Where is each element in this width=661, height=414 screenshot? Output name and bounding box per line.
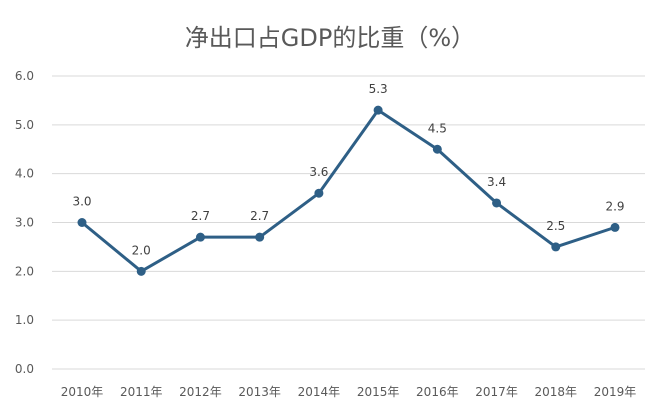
x-tick-label: 2014年 bbox=[298, 385, 341, 399]
data-point bbox=[314, 188, 324, 198]
y-tick-label: 3.0 bbox=[15, 216, 34, 230]
x-axis-ticks: 2010年 2011年 2012年 2013年 2014年 2015年 2016年 2017年… bbox=[61, 385, 637, 399]
y-tick-label: 5.0 bbox=[15, 118, 34, 132]
data-label: 2.7 bbox=[191, 209, 210, 223]
data-label: 5.3 bbox=[369, 82, 388, 96]
gridlines bbox=[52, 75, 645, 370]
data-label: 3.6 bbox=[309, 165, 328, 179]
data-point bbox=[551, 242, 561, 252]
data-point bbox=[610, 222, 620, 232]
x-tick-label: 2013年 bbox=[238, 385, 281, 399]
y-axis-ticks: 0.0 1.0 2.0 3.0 4.0 5.0 6.0 bbox=[15, 69, 34, 376]
data-point bbox=[432, 144, 442, 154]
series-layer bbox=[77, 105, 620, 276]
x-tick-label: 2016年 bbox=[416, 385, 459, 399]
series-line bbox=[80, 108, 617, 273]
data-label: 2.5 bbox=[546, 219, 565, 233]
data-point bbox=[373, 105, 383, 115]
data-label: 2.7 bbox=[250, 209, 269, 223]
data-label: 2.0 bbox=[132, 243, 151, 257]
x-tick-label: 2017年 bbox=[475, 385, 518, 399]
chart-title: 净出口占GDP的比重（%） bbox=[185, 24, 475, 52]
x-tick-label: 2019年 bbox=[594, 385, 637, 399]
data-label: 4.5 bbox=[428, 121, 447, 135]
y-tick-label: 4.0 bbox=[15, 167, 34, 181]
x-tick-label: 2018年 bbox=[535, 385, 578, 399]
x-tick-label: 2015年 bbox=[357, 385, 400, 399]
x-tick-label: 2010年 bbox=[61, 385, 104, 399]
y-tick-label: 6.0 bbox=[15, 69, 34, 83]
data-label: 2.9 bbox=[605, 199, 624, 213]
data-point bbox=[255, 232, 265, 242]
data-point bbox=[77, 218, 87, 227]
data-label: 3.0 bbox=[72, 195, 91, 209]
x-tick-label: 2012年 bbox=[179, 385, 222, 399]
data-point bbox=[195, 232, 205, 242]
y-tick-label: 2.0 bbox=[15, 264, 34, 278]
data-label: 3.4 bbox=[487, 175, 506, 189]
x-tick-label: 2011年 bbox=[120, 385, 163, 399]
y-tick-label: 0.0 bbox=[15, 362, 34, 376]
y-tick-label: 1.0 bbox=[15, 313, 34, 327]
data-point bbox=[492, 198, 502, 208]
data-labels: 3.0 2.0 2.7 2.7 3.6 5.3 4.5 3.4 2.5 2.9 bbox=[72, 82, 624, 257]
data-point bbox=[136, 266, 146, 276]
